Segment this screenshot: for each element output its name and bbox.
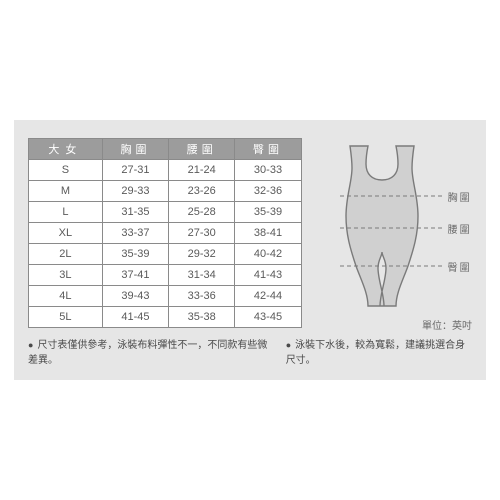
cell: 42-44 (235, 286, 301, 307)
cell: 33-37 (102, 223, 168, 244)
footnotes: 尺寸表僅供參考，泳裝布料彈性不一，不同款有些微差異。 泳裝下水後，較為寬鬆，建議… (28, 336, 472, 366)
cell: 35-39 (235, 202, 301, 223)
cell: 5L (29, 307, 103, 328)
header-row: 大女 胸圍 腰圍 臀圍 (29, 139, 302, 160)
note-2: 泳裝下水後，較為寬鬆，建議挑選合身尺寸。 (286, 336, 472, 366)
cell: 29-33 (102, 181, 168, 202)
table-row: S27-3121-2430-33 (29, 160, 302, 181)
col-bust: 胸圍 (102, 139, 168, 160)
cell: 31-35 (102, 202, 168, 223)
size-chart-card: 大女 胸圍 腰圍 臀圍 S27-3121-2430-33M29-3323-263… (14, 120, 486, 380)
cell: 27-31 (102, 160, 168, 181)
col-waist: 腰圍 (169, 139, 235, 160)
cell: 29-32 (169, 244, 235, 265)
cell: 27-30 (169, 223, 235, 244)
waist-label: 腰圍 (448, 221, 472, 236)
cell: 21-24 (169, 160, 235, 181)
table-row: 4L39-4333-3642-44 (29, 286, 302, 307)
note-1: 尺寸表僅供參考，泳裝布料彈性不一，不同款有些微差異。 (28, 336, 268, 366)
cell: 38-41 (235, 223, 301, 244)
swimsuit-diagram: 胸圍 腰圍 臀圍 單位：英吋 (316, 138, 472, 328)
cell: 4L (29, 286, 103, 307)
cell: 30-33 (235, 160, 301, 181)
table-row: 2L35-3929-3240-42 (29, 244, 302, 265)
cell: 43-45 (235, 307, 301, 328)
table-row: 5L41-4535-3843-45 (29, 307, 302, 328)
swimsuit-shape (346, 146, 418, 306)
cell: XL (29, 223, 103, 244)
table-row: L31-3525-2835-39 (29, 202, 302, 223)
unit-label: 單位：英吋 (422, 317, 472, 332)
cell: 41-43 (235, 265, 301, 286)
cell: 33-36 (169, 286, 235, 307)
content-row: 大女 胸圍 腰圍 臀圍 S27-3121-2430-33M29-3323-263… (28, 138, 472, 328)
cell: 41-45 (102, 307, 168, 328)
cell: L (29, 202, 103, 223)
cell: 35-38 (169, 307, 235, 328)
cell: 37-41 (102, 265, 168, 286)
table-row: XL33-3727-3038-41 (29, 223, 302, 244)
cell: 32-36 (235, 181, 301, 202)
col-hip: 臀圍 (235, 139, 301, 160)
table-row: M29-3323-2632-36 (29, 181, 302, 202)
hip-label: 臀圍 (448, 259, 472, 274)
size-table: 大女 胸圍 腰圍 臀圍 S27-3121-2430-33M29-3323-263… (28, 138, 302, 328)
cell: 2L (29, 244, 103, 265)
cell: 23-26 (169, 181, 235, 202)
col-size: 大女 (29, 139, 103, 160)
cell: 25-28 (169, 202, 235, 223)
cell: 40-42 (235, 244, 301, 265)
bust-label: 胸圍 (448, 189, 472, 204)
cell: 31-34 (169, 265, 235, 286)
cell: 35-39 (102, 244, 168, 265)
cell: M (29, 181, 103, 202)
table-body: S27-3121-2430-33M29-3323-2632-36L31-3525… (29, 160, 302, 328)
cell: 39-43 (102, 286, 168, 307)
table-row: 3L37-4131-3441-43 (29, 265, 302, 286)
cell: 3L (29, 265, 103, 286)
cell: S (29, 160, 103, 181)
